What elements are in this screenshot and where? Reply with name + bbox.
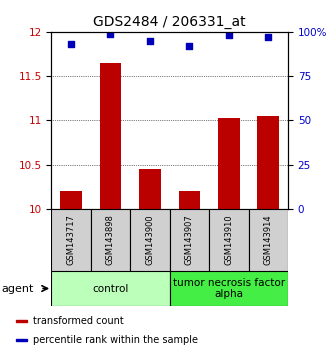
Point bbox=[69, 41, 74, 47]
Bar bbox=[100, 63, 121, 209]
Bar bbox=[60, 191, 82, 209]
Text: transformed count: transformed count bbox=[33, 316, 124, 326]
Text: GSM143914: GSM143914 bbox=[264, 215, 273, 265]
Bar bbox=[178, 191, 200, 209]
Text: GSM143898: GSM143898 bbox=[106, 215, 115, 265]
Point bbox=[265, 34, 271, 40]
Bar bbox=[218, 118, 240, 209]
Bar bbox=[209, 209, 249, 271]
Text: tumor necrosis factor
alpha: tumor necrosis factor alpha bbox=[173, 278, 285, 299]
Text: percentile rank within the sample: percentile rank within the sample bbox=[33, 335, 198, 345]
Bar bbox=[51, 271, 169, 306]
Bar bbox=[16, 320, 27, 322]
Text: GSM143910: GSM143910 bbox=[224, 215, 233, 265]
Bar bbox=[91, 209, 130, 271]
Text: GSM143717: GSM143717 bbox=[67, 215, 75, 265]
Point bbox=[147, 38, 153, 44]
Bar bbox=[16, 339, 27, 341]
Text: GSM143900: GSM143900 bbox=[145, 215, 155, 265]
Text: control: control bbox=[92, 284, 129, 293]
Bar bbox=[139, 169, 161, 209]
Point bbox=[187, 43, 192, 49]
Point bbox=[108, 31, 113, 36]
Bar bbox=[169, 209, 209, 271]
Bar bbox=[51, 209, 91, 271]
Bar bbox=[130, 209, 169, 271]
Title: GDS2484 / 206331_at: GDS2484 / 206331_at bbox=[93, 16, 246, 29]
Bar bbox=[249, 209, 288, 271]
Bar bbox=[169, 271, 288, 306]
Text: agent: agent bbox=[2, 284, 34, 293]
Bar bbox=[258, 116, 279, 209]
Text: GSM143907: GSM143907 bbox=[185, 215, 194, 265]
Point bbox=[226, 33, 231, 38]
